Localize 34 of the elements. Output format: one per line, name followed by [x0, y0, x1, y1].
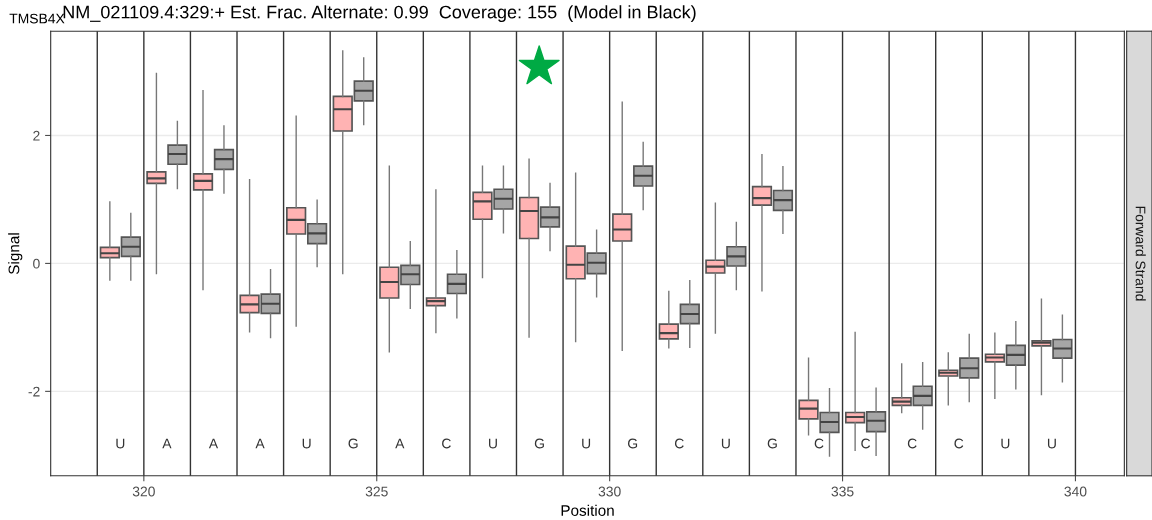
annotation: C: [861, 438, 871, 449]
y-tick-label: 0: [33, 258, 40, 269]
x-tick-label: 335: [831, 486, 854, 497]
text: Forward Strand: [1135, 206, 1146, 301]
x-axis-title: Position: [561, 504, 614, 516]
annotation: A: [255, 438, 265, 449]
annotation: U: [1001, 438, 1010, 449]
annotation: A: [162, 438, 172, 449]
annotation: C: [954, 438, 964, 449]
y-tick-label: 2: [33, 130, 40, 141]
chart-title: NM_021109.4:329:+ Est. Frac. Alternate: 0.99 Coverage: 155 (Model in Black): [63, 5, 696, 23]
annotation: A: [208, 438, 219, 449]
annotation: G: [348, 438, 358, 449]
annotation: U: [1047, 438, 1056, 449]
x-tick-label: 320: [132, 486, 155, 497]
x-tick-label: 330: [598, 486, 621, 497]
x-tick-label: 325: [365, 486, 388, 497]
annotation: C: [907, 438, 917, 449]
annotation: U: [302, 438, 311, 449]
annotation: G: [534, 438, 544, 449]
annotation: C: [814, 438, 824, 449]
annotation: U: [489, 438, 497, 449]
annotation: U: [582, 438, 591, 449]
text: TMSB4X: [9, 13, 65, 24]
annotation: U: [116, 438, 125, 449]
y-tick-label: -2: [28, 386, 40, 397]
annotation: C: [674, 438, 684, 449]
annotation: G: [767, 438, 777, 449]
y-axis-title: Signal: [8, 233, 23, 275]
annotation: C: [442, 438, 451, 449]
annotation: G: [628, 438, 638, 449]
annotation: A: [395, 438, 405, 449]
annotation: U: [721, 438, 730, 449]
x-tick-label: 340: [1064, 486, 1087, 497]
